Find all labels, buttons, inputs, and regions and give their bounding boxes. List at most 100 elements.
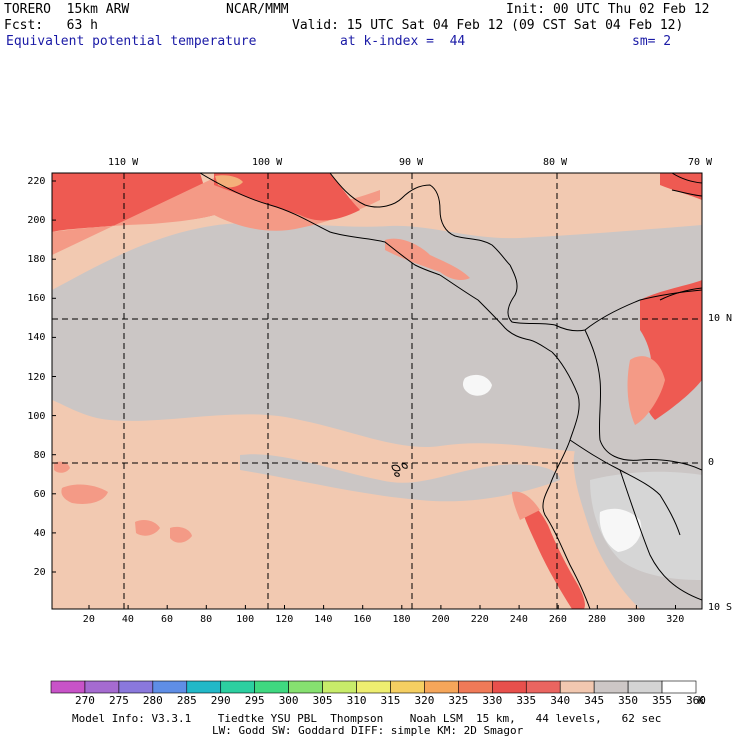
field-name: Equivalent potential temperature	[6, 34, 257, 49]
left-grid-label: 20	[33, 567, 46, 578]
bottom-grid-label: 80	[200, 614, 213, 625]
white-patch	[599, 508, 642, 552]
mexico-coastline	[199, 173, 441, 276]
colorbar-swatch	[559, 680, 595, 694]
colorbar-label: 340	[550, 694, 571, 707]
bottom-grid-label: 160	[353, 614, 372, 625]
level-info: at k-index = 44	[340, 34, 466, 49]
ecuador-peru-border	[569, 439, 681, 536]
bottom-grid-label: 200	[431, 614, 450, 625]
bottom-grid-label: 20	[82, 614, 95, 625]
bottom-grid-label: 40	[121, 614, 134, 625]
salmon-patch-1	[61, 484, 108, 504]
caribbean-coastline	[507, 264, 702, 332]
lat-label-equator: 0	[708, 457, 715, 468]
salmon-peru-coast	[512, 491, 540, 520]
colorbar-label: 345	[584, 694, 605, 707]
left-grid-label: 200	[27, 215, 46, 227]
bottom-grid-label: 220	[470, 614, 489, 625]
colorbar-swatch	[254, 680, 289, 694]
colorbar-label: 300	[278, 694, 299, 707]
salmon-patch-2	[135, 520, 160, 536]
colorbar-label: 285	[176, 694, 197, 707]
venezuela-coast	[659, 287, 702, 301]
colorbar-swatch	[322, 680, 357, 694]
bottom-grid-label: 140	[314, 614, 333, 625]
colorbar-swatch	[288, 680, 323, 694]
left-grid-label: 120	[27, 371, 46, 383]
salmon-colombia	[627, 356, 665, 425]
central-america-coastline	[439, 274, 553, 353]
map-field	[52, 173, 702, 609]
bottom-grid-label: 60	[161, 614, 174, 625]
colorbar-swatch	[220, 680, 255, 694]
forecast-hour: Fcst: 63 h	[4, 18, 98, 33]
left-grid-label: 220	[27, 176, 46, 187]
smoothing-info: sm= 2	[632, 34, 672, 49]
colorbar-label: 275	[108, 694, 129, 707]
lon-label-110w: 110 W	[108, 157, 139, 168]
colorbar	[50, 680, 697, 694]
bottom-grid-label: 180	[392, 614, 411, 625]
orange-patch	[215, 175, 243, 188]
salmon-patch-4	[54, 461, 70, 473]
colorbar-label: 330	[482, 694, 503, 707]
galapagos-islands	[391, 463, 408, 477]
colorbar-label: 295	[244, 694, 265, 707]
colorbar-label: 335	[516, 694, 537, 707]
white-patch-ocean	[462, 374, 492, 396]
colorbar-swatch	[661, 680, 697, 694]
red-mexico-coast	[214, 173, 360, 221]
lat-label-10n: 10 N	[708, 313, 733, 324]
salmon-patch-3	[170, 526, 192, 543]
bottom-grid-label: 240	[509, 614, 528, 625]
colorbar-swatch	[627, 680, 663, 694]
valid-time: Valid: 15 UTC Sat 04 Feb 12 (09 CST Sat …	[292, 18, 684, 33]
model-info-line2: LW: Godd SW: Goddard DIFF: simple KM: 2D…	[212, 724, 524, 737]
colorbar-swatch	[84, 680, 120, 694]
colorbar-label: 310	[346, 694, 367, 707]
bottom-grid-label: 280	[588, 614, 607, 625]
colorbar-label: 305	[312, 694, 333, 707]
colorbar-label: 290	[210, 694, 231, 707]
colorbar-swatch	[424, 680, 459, 694]
left-grid-label: 80	[33, 449, 46, 461]
colorbar-swatch	[186, 680, 222, 694]
colorbar-swatch	[152, 680, 188, 694]
lat-label-10s: 10 S	[708, 602, 733, 613]
lon-label-80w: 80 W	[543, 157, 568, 168]
bottom-grid-label: 300	[627, 614, 646, 625]
map-frame	[51, 172, 703, 610]
colorbar-swatch	[118, 680, 154, 694]
model-name: TORERO 15km ARW	[4, 2, 130, 17]
colorbar-unit: K	[697, 694, 705, 707]
yucatan-coastline	[329, 173, 511, 266]
colorbar-swatch	[50, 680, 86, 694]
coastlines	[199, 173, 702, 609]
colorbar-swatch	[525, 680, 561, 694]
left-grid-label: 160	[27, 293, 46, 305]
bottom-tick-marks	[88, 605, 676, 609]
left-grid-label: 180	[27, 254, 46, 266]
salmon-central-america	[385, 238, 470, 280]
red-peru-coast	[520, 499, 585, 609]
lon-label-90w: 90 W	[399, 157, 424, 168]
colorbar-swatch	[390, 680, 425, 694]
colorbar-label: 360	[686, 694, 706, 707]
colorbar-swatch	[593, 680, 629, 694]
model-info-line1: Model Info: V3.3.1 Tiedtke YSU PBL Thomp…	[72, 712, 662, 725]
red-northeast-corner	[660, 173, 702, 200]
colorbar-label: 315	[380, 694, 401, 707]
agency-name: NCAR/MMM	[226, 2, 289, 17]
colorbar-label: 280	[142, 694, 163, 707]
colorbar-label: 350	[618, 694, 639, 707]
colorbar-label: 270	[75, 694, 95, 707]
latlon-grid	[52, 173, 702, 609]
light-gray-region	[590, 471, 702, 580]
bottom-grid-label: 260	[548, 614, 567, 625]
gray-lower-strip	[240, 454, 560, 502]
left-grid-label: 60	[33, 488, 46, 500]
colombia-border	[584, 329, 702, 471]
colorbar-swatch	[356, 680, 391, 694]
